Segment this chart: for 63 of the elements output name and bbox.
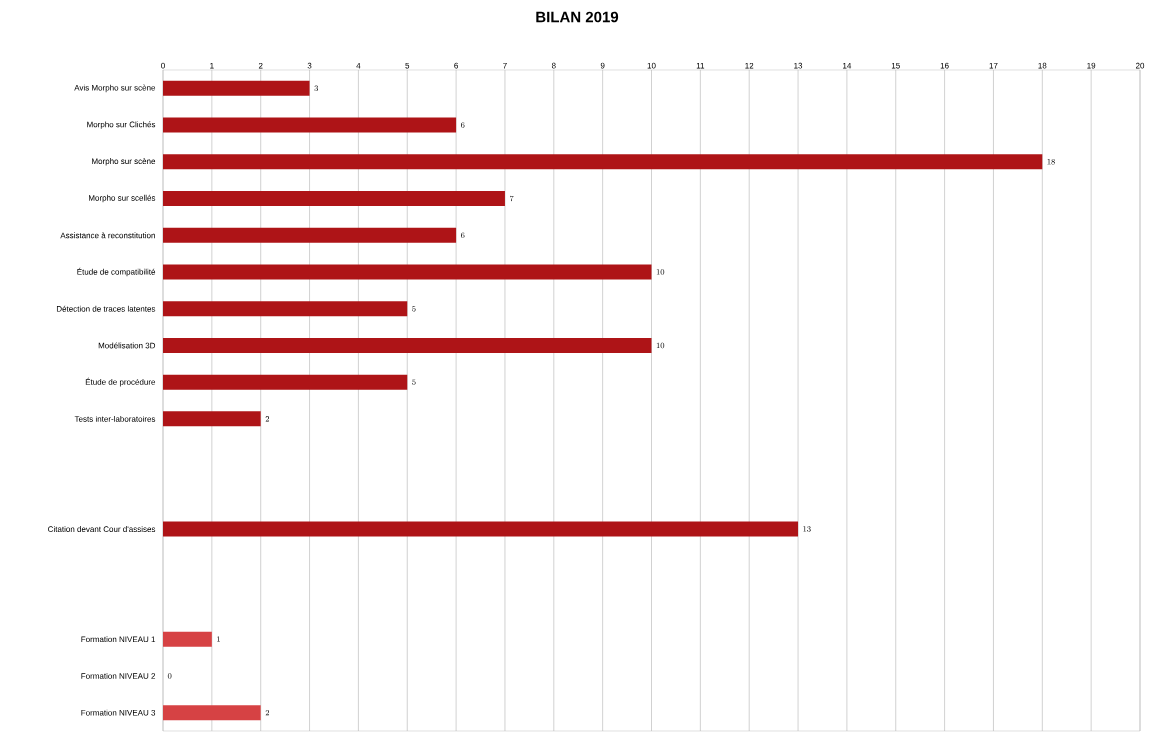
data-label: 18	[1047, 159, 1055, 165]
data-label: 10	[656, 269, 665, 275]
x-tick-label: 17	[989, 62, 998, 69]
y-tick-label: Modélisation 3D	[98, 342, 156, 349]
data-label: 2	[265, 709, 270, 716]
bar	[163, 631, 212, 647]
x-tick-label: 6	[454, 62, 458, 69]
data-label: 5	[412, 379, 416, 385]
data-label: 0	[167, 673, 172, 679]
bar	[163, 154, 1043, 170]
data-label: 2	[265, 416, 270, 422]
bar	[163, 411, 261, 427]
x-tick-label: 20	[1135, 62, 1145, 69]
data-label: 3	[314, 85, 318, 92]
y-tick-label: Assistance à reconstitution	[60, 232, 155, 239]
bar	[163, 374, 408, 390]
y-tick-label: Formation NIVEAU 2	[81, 672, 156, 679]
bar	[163, 191, 505, 207]
x-tick-label: 3	[307, 62, 312, 69]
bar	[163, 301, 408, 317]
x-tick-label: 2	[258, 62, 263, 69]
y-tick-label: Morpho sur scène	[92, 158, 156, 166]
x-tick-label: 16	[940, 62, 949, 69]
data-label: 10	[656, 342, 665, 349]
x-tick-label: 7	[503, 62, 507, 69]
x-tick-label: 5	[405, 62, 410, 69]
chart-title: BILAN 2019	[536, 11, 619, 23]
x-tick-label: 12	[745, 62, 754, 69]
x-tick-label: 0	[161, 62, 165, 69]
y-tick-label: Morpho sur scellés	[89, 194, 156, 203]
data-label: 5	[412, 305, 416, 312]
bar	[163, 521, 799, 537]
bar	[163, 227, 457, 243]
x-tick-label: 8	[551, 62, 556, 69]
x-tick-label: 11	[696, 62, 705, 69]
y-tick-label: Étude de compatibilité	[77, 267, 156, 277]
bar	[163, 705, 261, 721]
x-tick-label: 4	[356, 62, 361, 69]
data-label: 7	[509, 195, 514, 202]
x-tick-label: 1	[210, 62, 214, 69]
y-tick-label: Tests inter-laboratoires	[74, 415, 156, 422]
y-tick-label: Formation NIVEAU 3	[81, 709, 156, 716]
bar	[163, 337, 652, 353]
x-tick-label: 9	[600, 62, 605, 69]
bar	[163, 117, 457, 133]
y-tick-label: Morpho sur Clichés	[87, 121, 156, 129]
bar	[163, 80, 310, 96]
x-tick-label: 19	[1087, 62, 1096, 69]
x-tick-label: 10	[647, 62, 656, 69]
data-label: 6	[460, 122, 465, 128]
x-tick-label: 15	[891, 62, 900, 69]
data-label: 1	[217, 636, 220, 642]
y-tick-label: Étude de procédure	[85, 377, 156, 387]
x-tick-label: 18	[1038, 62, 1047, 69]
y-tick-label: Formation NIVEAU 1	[81, 636, 156, 643]
y-tick-label: Détection de traces latentes	[56, 305, 156, 312]
x-tick-label: 14	[843, 62, 852, 69]
bar	[163, 264, 652, 280]
data-label: 6	[460, 232, 465, 238]
y-tick-label: Citation devant Cour d'assises	[48, 526, 156, 532]
y-tick-label: Avis Morpho sur scène	[74, 84, 156, 93]
data-label: 13	[803, 526, 811, 532]
x-tick-label: 13	[794, 62, 803, 69]
